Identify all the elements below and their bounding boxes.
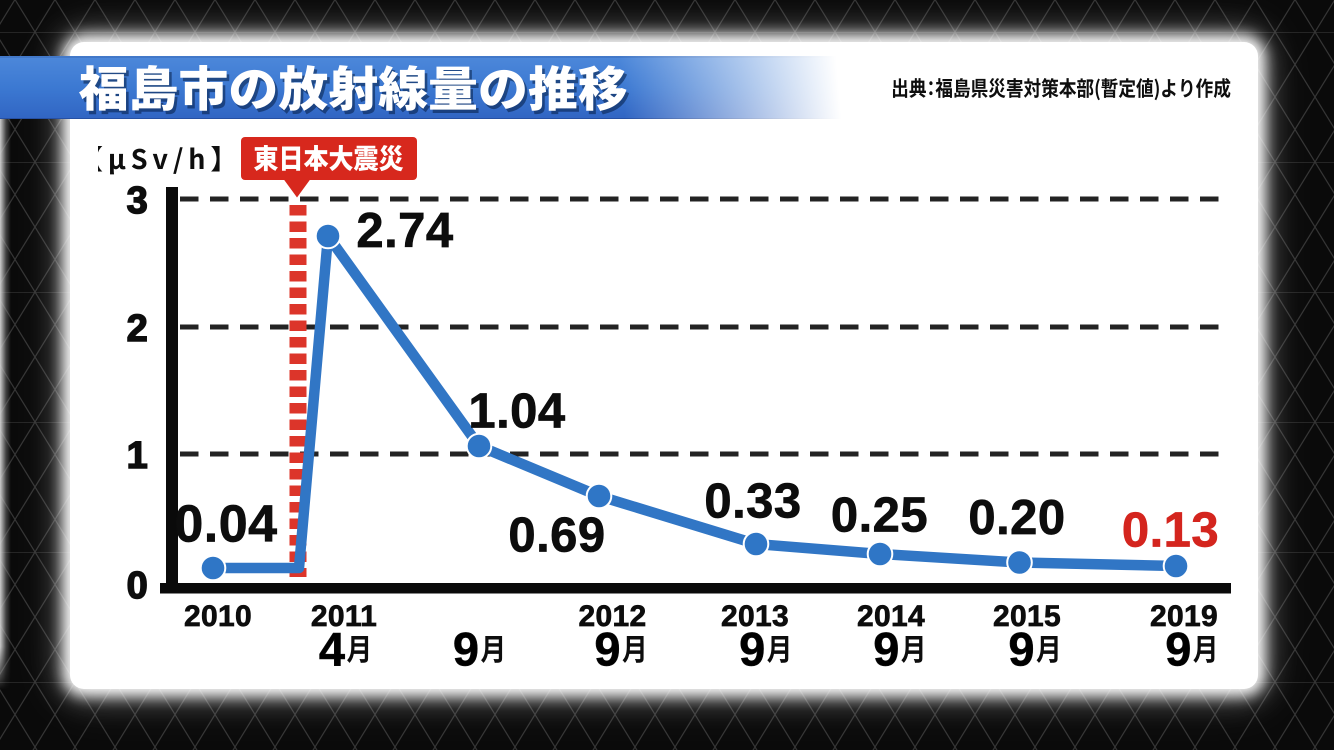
svg-text:0.33: 0.33 <box>704 474 801 528</box>
svg-text:1: 1 <box>127 435 149 477</box>
svg-text:9: 9 <box>453 622 479 675</box>
svg-text:1.04: 1.04 <box>468 384 565 438</box>
svg-text:0.69: 0.69 <box>508 508 605 562</box>
svg-text:9: 9 <box>739 622 765 675</box>
svg-text:0.25: 0.25 <box>831 488 928 542</box>
svg-text:2011: 2011 <box>311 600 377 633</box>
svg-text:9: 9 <box>1008 622 1034 675</box>
svg-text:2010: 2010 <box>184 600 252 633</box>
svg-text:4: 4 <box>319 622 345 675</box>
svg-text:0: 0 <box>127 565 149 607</box>
svg-text:2.74: 2.74 <box>356 204 453 258</box>
svg-text:3: 3 <box>127 180 149 222</box>
svg-text:0.04: 0.04 <box>174 496 277 554</box>
svg-text:9: 9 <box>1165 622 1191 675</box>
svg-text:2019: 2019 <box>1150 600 1218 633</box>
svg-text:2: 2 <box>127 308 149 350</box>
svg-text:2013: 2013 <box>721 600 789 633</box>
svg-text:0.20: 0.20 <box>968 491 1065 545</box>
svg-text:9: 9 <box>594 622 620 675</box>
svg-text:9: 9 <box>873 622 899 675</box>
svg-text:2015: 2015 <box>993 600 1061 633</box>
svg-text:0.13: 0.13 <box>1122 503 1219 557</box>
svg-text:2012: 2012 <box>579 600 647 633</box>
svg-text:2014: 2014 <box>857 600 925 633</box>
